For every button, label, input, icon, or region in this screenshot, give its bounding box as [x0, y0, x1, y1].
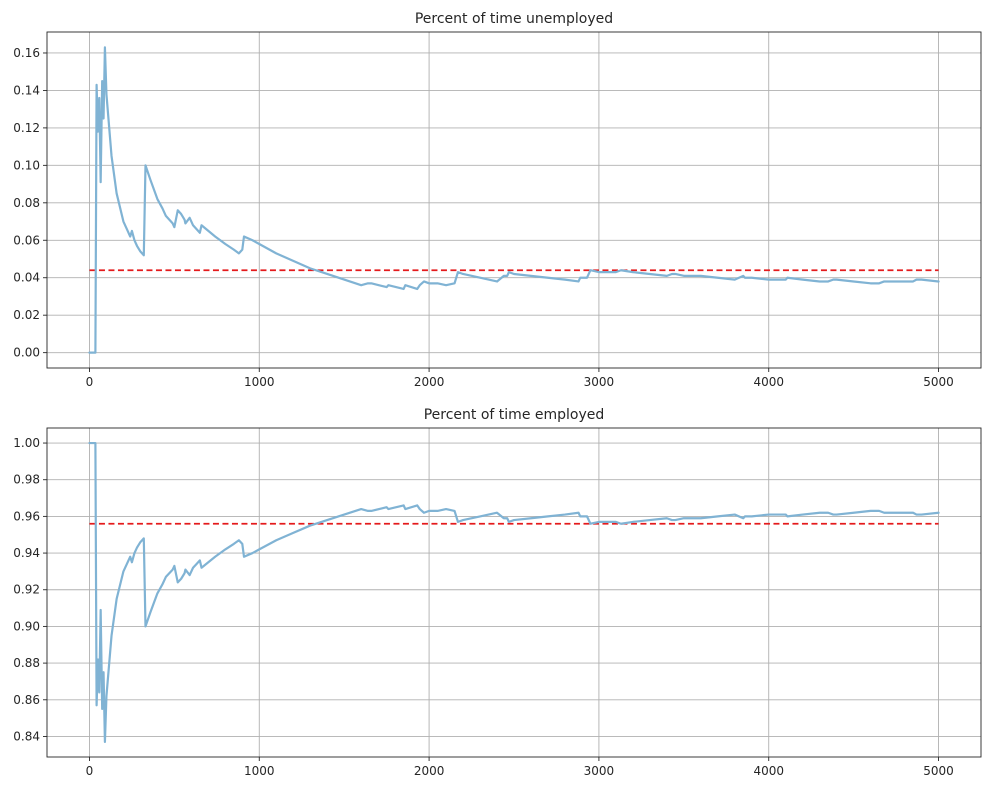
x-tick-label: 5000 [923, 375, 954, 389]
x-tick-label: 2000 [414, 764, 445, 778]
y-tick-label: 0.94 [13, 546, 40, 560]
y-tick-label: 0.14 [13, 83, 40, 97]
y-tick-label: 0.08 [13, 196, 40, 210]
y-tick-label: 0.00 [13, 346, 40, 360]
y-tick-label: 0.86 [13, 693, 40, 707]
x-tick-label: 1000 [244, 764, 275, 778]
x-tick-label: 0 [86, 375, 94, 389]
x-tick-label: 2000 [414, 375, 445, 389]
x-tick-label: 3000 [584, 375, 615, 389]
y-tick-label: 0.88 [13, 656, 40, 670]
chart-title: Percent of time employed [424, 407, 605, 423]
series-line [88, 441, 940, 744]
employed-chart: 0 1000 2000 3000 4000 5000 0.84 0.86 0.88 0.90 0.9… [13, 407, 982, 778]
y-tick-label: 0.98 [13, 473, 40, 487]
unemployed-chart: 0 1000 2000 3000 4000 5000 0.00 0.02 0.04 0.06 0.0… [13, 11, 982, 389]
x-tick-label: 3000 [584, 764, 615, 778]
y-tick-label: 0.96 [13, 509, 40, 523]
y-tick-label: 1.00 [13, 436, 40, 450]
x-tick-label: 4000 [753, 375, 784, 389]
y-tick-label: 0.06 [13, 233, 40, 247]
y-tick-label: 0.92 [13, 583, 40, 597]
x-tick-label: 1000 [244, 375, 275, 389]
chart-title: Percent of time unemployed [415, 11, 613, 27]
plot-frame [46, 427, 982, 758]
plot-frame [46, 31, 982, 369]
x-tick-label: 0 [86, 764, 94, 778]
y-tick-label: 0.12 [13, 121, 40, 135]
y-tick-label: 0.02 [13, 308, 40, 322]
y-tick-label: 0.10 [13, 158, 40, 172]
series-line [88, 46, 940, 354]
y-tick-label: 0.90 [13, 619, 40, 633]
y-tick-label: 0.16 [13, 46, 40, 60]
x-tick-label: 5000 [923, 764, 954, 778]
x-tick-label: 4000 [753, 764, 784, 778]
y-tick-label: 0.84 [13, 729, 40, 743]
y-tick-label: 0.04 [13, 271, 40, 285]
